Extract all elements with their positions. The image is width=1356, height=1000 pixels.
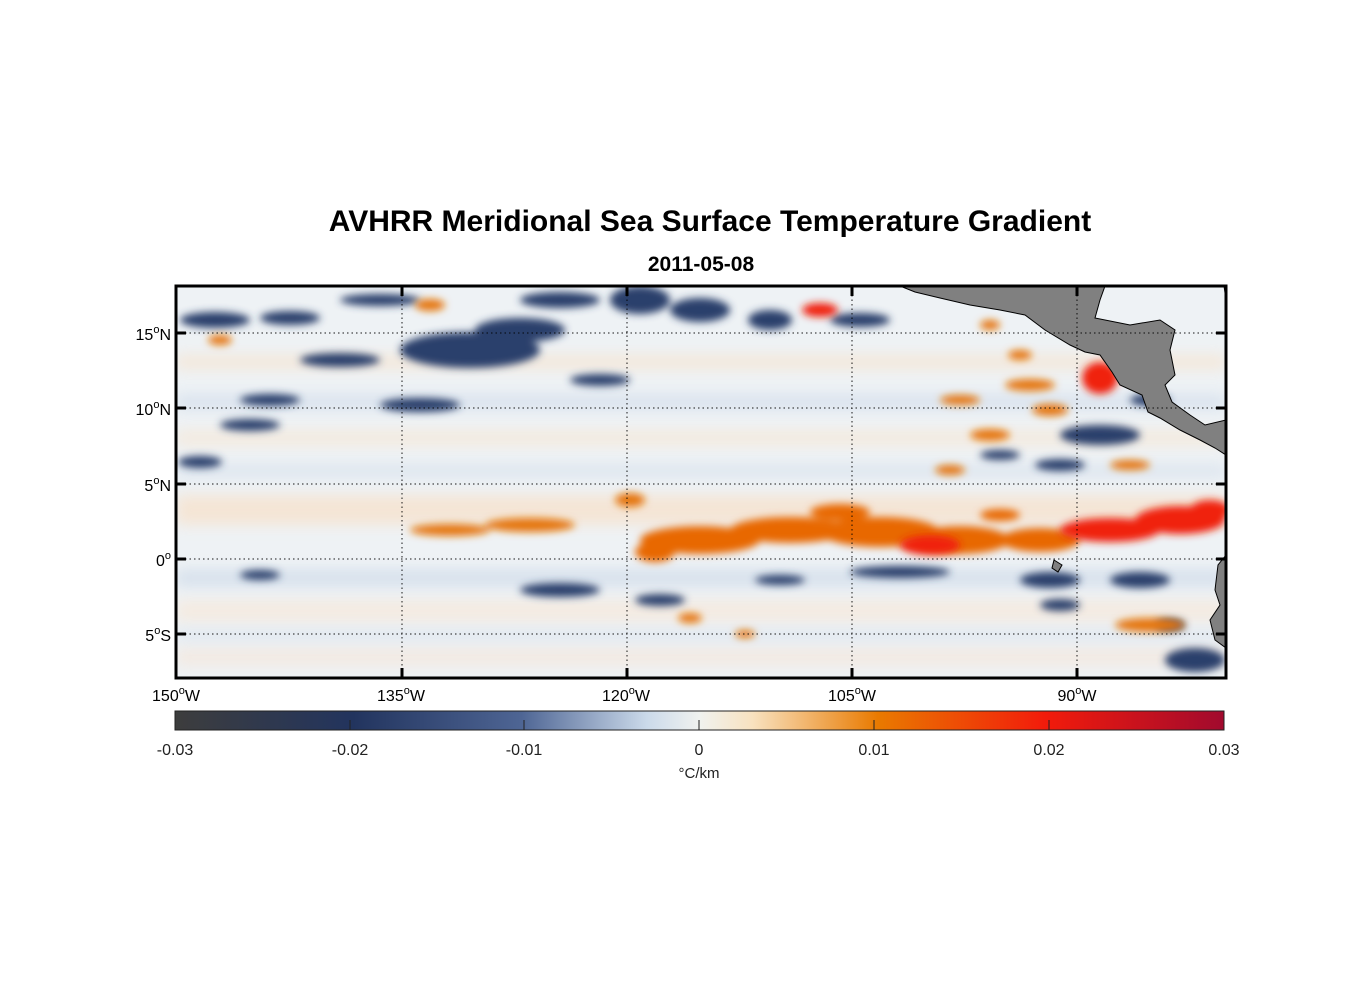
- chart-subtitle: 2011-05-08: [647, 253, 755, 276]
- lon-label: 105oW: [828, 685, 877, 705]
- lon-label: 135oW: [377, 685, 426, 705]
- sst-gradient-field: [176, 286, 1226, 678]
- colorbar-ticks: [349, 720, 1050, 730]
- central-america-land: [899, 286, 1226, 456]
- latitude-labels: 15oN 10oN 5oN 0o 5oS: [136, 324, 171, 645]
- lon-label: 120oW: [602, 685, 651, 705]
- colorbar-unit-label: °C/km: [679, 765, 720, 782]
- colorbar-tick-label: -0.02: [332, 742, 369, 759]
- lat-label: 10oN: [136, 399, 171, 419]
- lat-label: 5oN: [144, 475, 171, 495]
- longitude-labels: 150oW 135oW 120oW 105oW 90oW: [152, 685, 1097, 705]
- colorbar-tick-label: 0: [695, 742, 704, 759]
- positive-gradient-patches: [208, 299, 1185, 638]
- frame-ticks: [176, 286, 1226, 678]
- colorbar-tick-label: -0.01: [506, 742, 543, 759]
- strong-positive-patches: [802, 303, 1226, 555]
- negative-gradient-patches: [178, 286, 1225, 672]
- land-masses: [899, 286, 1226, 649]
- colorbar-tick-label: -0.03: [157, 742, 194, 759]
- colorbar-tick-label: 0.02: [1033, 742, 1064, 759]
- lon-label: 150oW: [152, 685, 201, 705]
- lat-label: 0o: [156, 550, 171, 570]
- chart-title: AVHRR Meridional Sea Surface Temperature…: [328, 205, 1092, 238]
- light-warm-bands: [176, 355, 1226, 666]
- lon-label: 90oW: [1057, 685, 1097, 705]
- lat-label: 5oS: [145, 625, 171, 645]
- south-america-land: [1209, 554, 1226, 649]
- map-frame: [174, 284, 1228, 680]
- galapagos-land: [1051, 559, 1063, 573]
- lat-label: 15oN: [136, 324, 171, 344]
- colorbar-tick-label: 0.03: [1208, 742, 1239, 759]
- colorbar-labels: -0.03 -0.02 -0.01 0 0.01 0.02 0.03: [157, 742, 1240, 759]
- colorbar-tick-label: 0.01: [858, 742, 889, 759]
